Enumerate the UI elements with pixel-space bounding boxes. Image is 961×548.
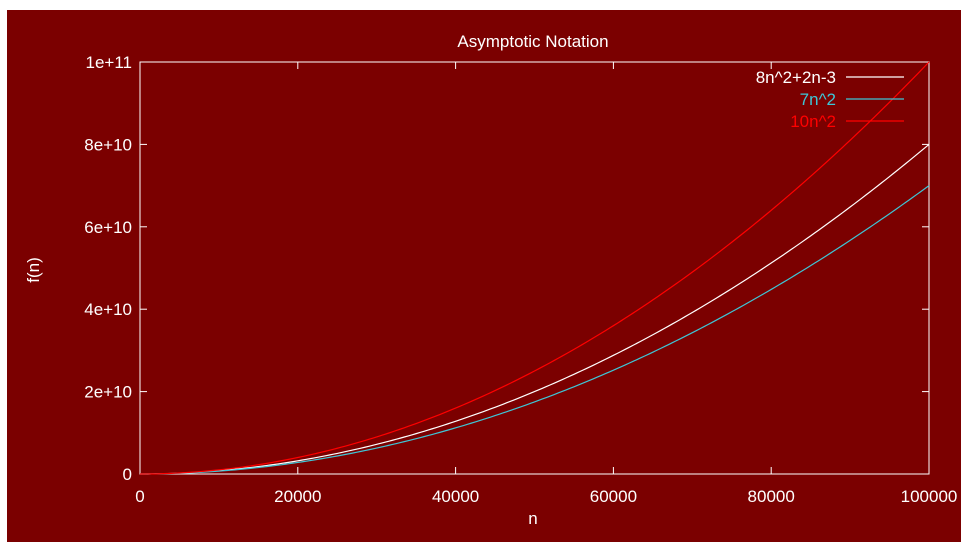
- chart-title: Asymptotic Notation: [457, 32, 608, 51]
- x-tick-label: 80000: [748, 487, 795, 506]
- plot-border: [139, 61, 930, 475]
- y-tick-label: 6e+10: [84, 218, 132, 237]
- x-axis-label: n: [528, 509, 537, 528]
- y-tick-label: 0: [123, 465, 132, 484]
- y-tick-label: 4e+10: [84, 300, 132, 319]
- series-line-1: [139, 143, 930, 475]
- legend-label: 10n^2: [790, 112, 836, 131]
- x-tick-label: 100000: [901, 487, 958, 506]
- x-tick-label: 20000: [274, 487, 321, 506]
- chart-frame: [7, 10, 961, 542]
- x-tick-label: 40000: [432, 487, 479, 506]
- x-tick-label: 0: [135, 487, 144, 506]
- y-tick-label: 8e+10: [84, 135, 132, 154]
- series-line-2: [139, 185, 930, 475]
- x-tick-label: 60000: [590, 487, 637, 506]
- y-tick-label: 2e+10: [84, 383, 132, 402]
- y-tick-label: 1e+11: [86, 53, 132, 72]
- y-axis-label: f(n): [24, 257, 43, 283]
- series-line-3: [139, 61, 930, 475]
- legend-label: 8n^2+2n-3: [756, 68, 836, 87]
- legend-label: 7n^2: [800, 90, 836, 109]
